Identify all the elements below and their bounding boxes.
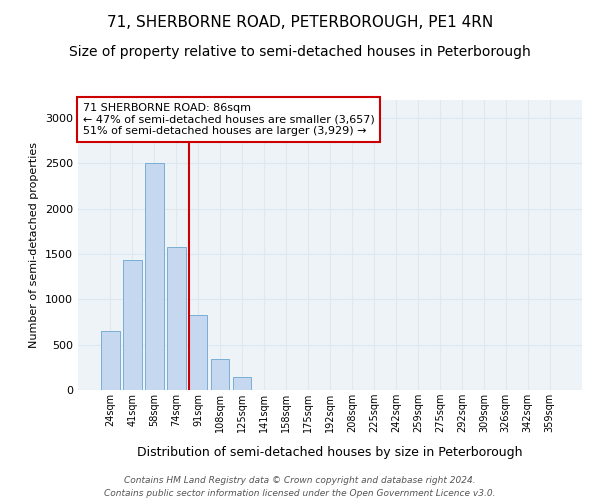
- Y-axis label: Number of semi-detached properties: Number of semi-detached properties: [29, 142, 40, 348]
- Bar: [123, 260, 142, 390]
- Bar: [145, 164, 164, 390]
- Text: Size of property relative to semi-detached houses in Peterborough: Size of property relative to semi-detach…: [69, 45, 531, 59]
- Bar: [211, 359, 229, 390]
- Bar: [167, 247, 185, 390]
- Bar: [189, 315, 208, 390]
- Text: 71 SHERBORNE ROAD: 86sqm
← 47% of semi-detached houses are smaller (3,657)
51% o: 71 SHERBORNE ROAD: 86sqm ← 47% of semi-d…: [83, 103, 375, 136]
- Bar: [101, 331, 119, 390]
- Text: 71, SHERBORNE ROAD, PETERBOROUGH, PE1 4RN: 71, SHERBORNE ROAD, PETERBOROUGH, PE1 4R…: [107, 15, 493, 30]
- Text: Contains HM Land Registry data © Crown copyright and database right 2024.
Contai: Contains HM Land Registry data © Crown c…: [104, 476, 496, 498]
- X-axis label: Distribution of semi-detached houses by size in Peterborough: Distribution of semi-detached houses by …: [137, 446, 523, 459]
- Bar: [233, 378, 251, 390]
